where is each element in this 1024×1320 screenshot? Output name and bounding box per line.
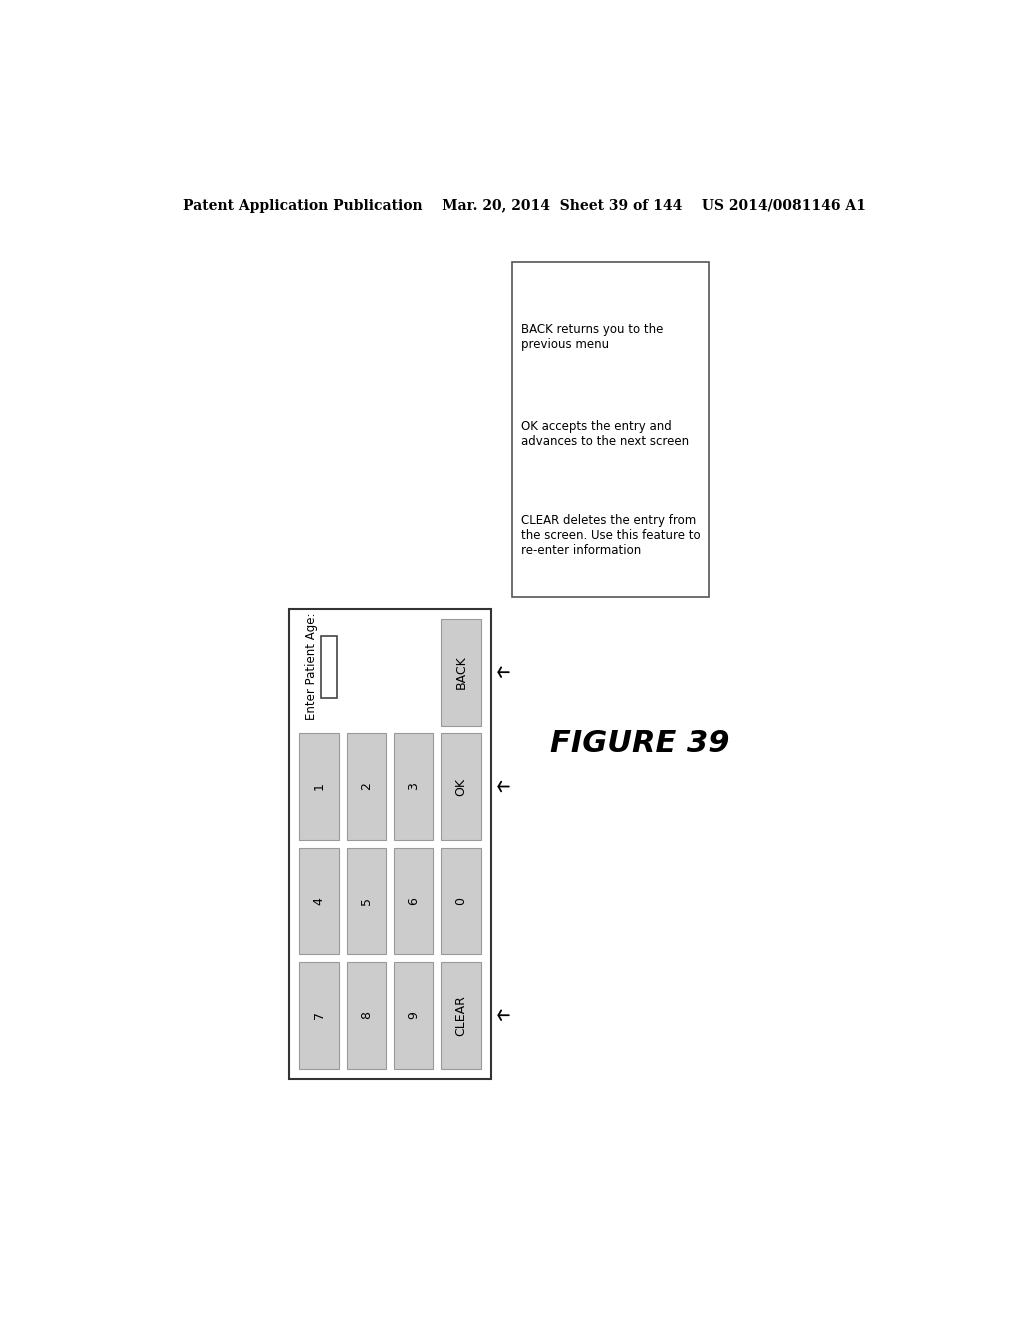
- Bar: [346, 733, 386, 840]
- Bar: [441, 619, 480, 726]
- Text: FIGURE 39: FIGURE 39: [550, 729, 729, 758]
- Text: CLEAR deletes the entry from
the screen. Use this feature to
re-enter informatio: CLEAR deletes the entry from the screen.…: [521, 513, 700, 557]
- Text: OK: OK: [455, 777, 467, 796]
- Bar: [394, 847, 433, 954]
- Bar: [441, 733, 480, 840]
- Bar: [299, 847, 339, 954]
- Bar: [394, 962, 433, 1069]
- Text: 3: 3: [408, 783, 420, 791]
- Text: 8: 8: [359, 1011, 373, 1019]
- Text: BACK returns you to the
previous menu: BACK returns you to the previous menu: [521, 322, 664, 351]
- Bar: [512, 263, 710, 597]
- Bar: [299, 733, 339, 840]
- Bar: [441, 847, 480, 954]
- Text: 5: 5: [359, 896, 373, 906]
- Bar: [346, 962, 386, 1069]
- Text: BACK: BACK: [455, 655, 467, 689]
- Text: 7: 7: [312, 1011, 326, 1019]
- Bar: [322, 636, 337, 698]
- Bar: [394, 733, 433, 840]
- Text: 4: 4: [312, 896, 326, 904]
- Text: 2: 2: [359, 783, 373, 791]
- Bar: [299, 962, 339, 1069]
- Text: 9: 9: [408, 1011, 420, 1019]
- Text: 6: 6: [408, 896, 420, 904]
- Text: Enter Patient Age:: Enter Patient Age:: [305, 612, 318, 721]
- Text: 0: 0: [455, 896, 467, 906]
- Text: 1: 1: [312, 783, 326, 791]
- Text: CLEAR: CLEAR: [455, 995, 467, 1036]
- Bar: [346, 847, 386, 954]
- Bar: [289, 609, 490, 1078]
- Bar: [441, 962, 480, 1069]
- Text: OK accepts the entry and
advances to the next screen: OK accepts the entry and advances to the…: [521, 420, 689, 447]
- Text: Patent Application Publication    Mar. 20, 2014  Sheet 39 of 144    US 2014/0081: Patent Application Publication Mar. 20, …: [183, 199, 866, 213]
